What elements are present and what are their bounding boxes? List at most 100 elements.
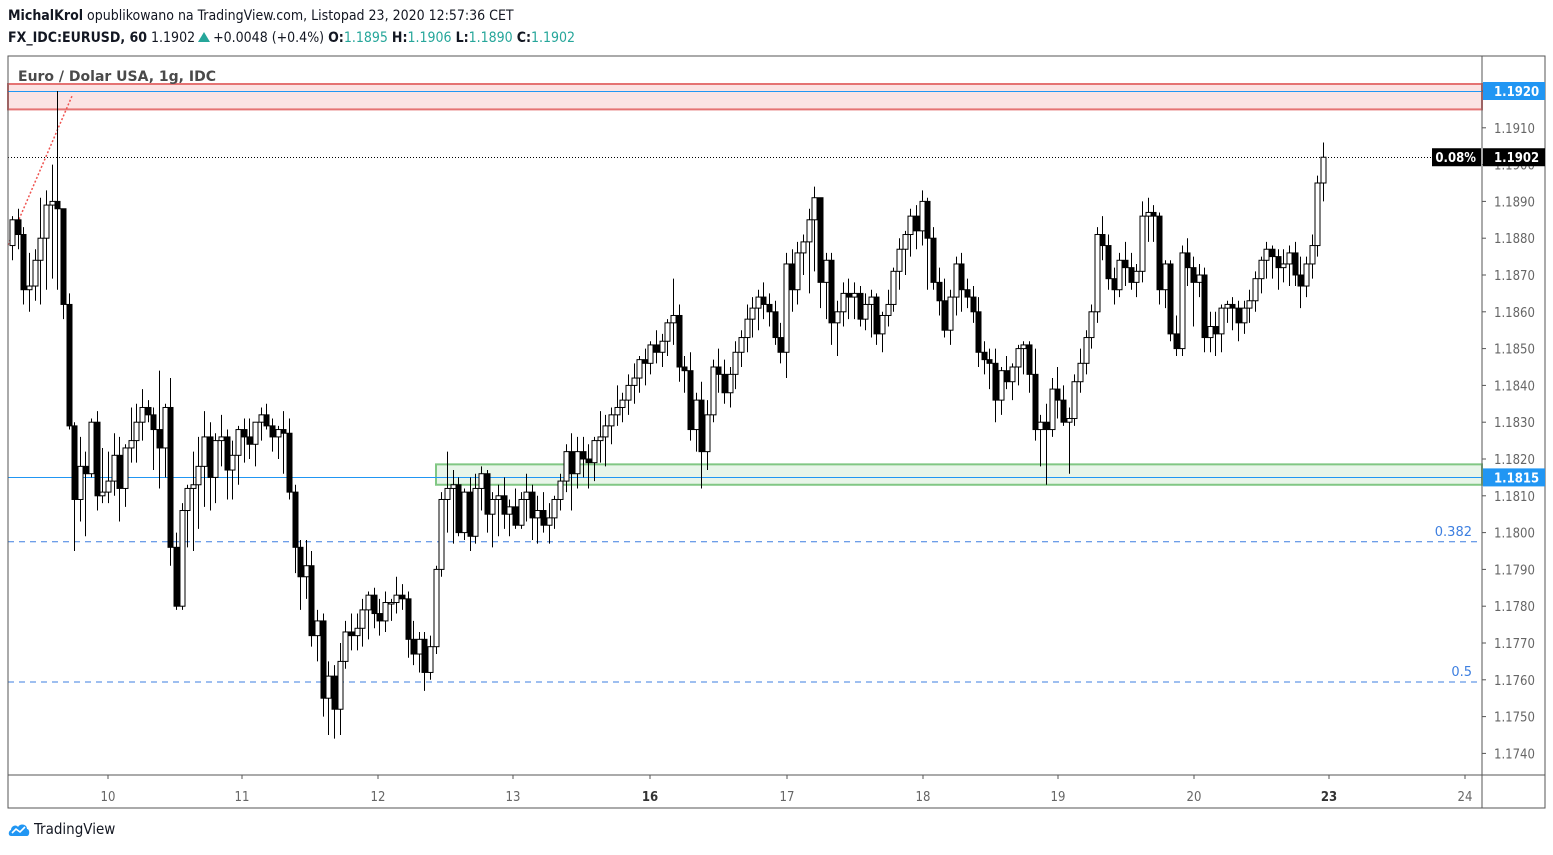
candle	[687, 352, 694, 441]
candle	[116, 436, 123, 522]
time-tick-label: 20	[1187, 790, 1202, 805]
candle	[721, 359, 728, 404]
candle	[218, 414, 225, 467]
high-label: H:	[391, 30, 408, 46]
candle	[399, 584, 406, 610]
candle	[1320, 142, 1327, 202]
candle	[1162, 260, 1169, 309]
price-tick-label: 1.1790	[1494, 563, 1535, 578]
candle	[1009, 363, 1016, 401]
time-tick-label: 16	[642, 790, 658, 805]
price-label-1.1815	[1483, 468, 1545, 487]
candle	[506, 499, 513, 537]
time-tick-label: 11	[235, 790, 250, 805]
candle	[66, 293, 73, 430]
candle	[1297, 256, 1304, 309]
candle	[371, 587, 378, 629]
candle	[201, 411, 208, 507]
candle	[252, 421, 259, 467]
candle	[1246, 289, 1253, 323]
candle	[167, 378, 174, 566]
candle	[484, 470, 491, 533]
candle	[9, 216, 16, 261]
candle	[111, 433, 118, 496]
symbol-label: FX_IDC:EURUSD, 60	[8, 30, 148, 46]
candle	[275, 425, 282, 459]
candle	[1133, 263, 1140, 298]
resistance-zone[interactable]	[7, 83, 1483, 111]
price-tick-label: 1.1780	[1494, 600, 1535, 615]
candle	[817, 197, 824, 309]
candle	[207, 422, 214, 511]
candle	[1263, 241, 1270, 279]
candle	[755, 289, 762, 331]
candle	[597, 411, 604, 463]
candle	[557, 473, 564, 511]
price-change: +0.0048 (+0.4%)	[213, 30, 325, 46]
candle	[1252, 271, 1259, 312]
high-value: 1.1906	[407, 30, 452, 46]
candle	[1258, 256, 1265, 294]
svg-text:1.1815: 1.1815	[1494, 471, 1539, 486]
trendline[interactable]	[7, 95, 73, 246]
candle	[410, 620, 417, 666]
candle	[851, 282, 858, 320]
candle	[857, 286, 864, 327]
candle	[653, 330, 660, 364]
candle	[704, 400, 711, 471]
candle	[359, 598, 366, 647]
price-label-1.1920	[1483, 82, 1545, 100]
candle	[794, 241, 801, 305]
brand-label: TradingView	[34, 820, 116, 838]
time-tick-label: 18	[916, 790, 931, 805]
candle	[325, 661, 332, 735]
candle	[37, 197, 44, 305]
candle	[890, 267, 897, 312]
candle	[54, 91, 61, 290]
candle	[986, 348, 993, 390]
author-name[interactable]: MichalKrol	[8, 8, 84, 24]
candle	[619, 392, 626, 423]
support-zone[interactable]	[435, 463, 1483, 486]
candle	[789, 249, 796, 312]
candle	[235, 425, 242, 485]
candle	[1026, 341, 1033, 393]
price-tick-label: 1.1880	[1494, 232, 1535, 247]
candle	[862, 293, 869, 331]
candle	[139, 389, 146, 441]
time-axis[interactable]: 10 11 12 13 16 17 18 19 20 23 24	[101, 775, 1473, 805]
fib-level-label: 0.382	[1435, 525, 1472, 540]
candle	[800, 234, 807, 275]
candle	[258, 407, 265, 441]
candle	[975, 297, 982, 367]
candle	[1105, 234, 1112, 290]
time-tick-label: 23	[1321, 790, 1337, 805]
candle	[1309, 234, 1316, 279]
price-tick-label: 1.1910	[1494, 122, 1535, 137]
candle	[438, 492, 445, 577]
candle	[715, 348, 722, 393]
candle	[150, 407, 157, 471]
price-axis[interactable]: 1.1740 1.1750 1.1760 1.1770 1.1780 1.1790 1.18…	[1482, 85, 1535, 762]
price-tick-label: 1.1770	[1494, 637, 1535, 652]
candle	[1032, 348, 1039, 441]
candle	[760, 282, 767, 320]
candle	[444, 451, 451, 533]
low-label: L:	[455, 30, 469, 46]
candle	[698, 381, 705, 489]
candle	[122, 444, 129, 507]
candle	[970, 286, 977, 323]
candle	[421, 631, 428, 691]
candle	[647, 341, 654, 375]
open-value: 1.1895	[343, 30, 388, 46]
price-tick-label: 1.1800	[1494, 527, 1535, 542]
percent-change-label	[1432, 148, 1481, 167]
candle	[834, 300, 841, 356]
candle	[738, 330, 745, 367]
tradingview-brand[interactable]: TradingView	[8, 820, 115, 838]
candle	[82, 451, 89, 537]
candle	[1015, 344, 1022, 386]
candle	[314, 609, 321, 662]
candle	[551, 495, 558, 529]
